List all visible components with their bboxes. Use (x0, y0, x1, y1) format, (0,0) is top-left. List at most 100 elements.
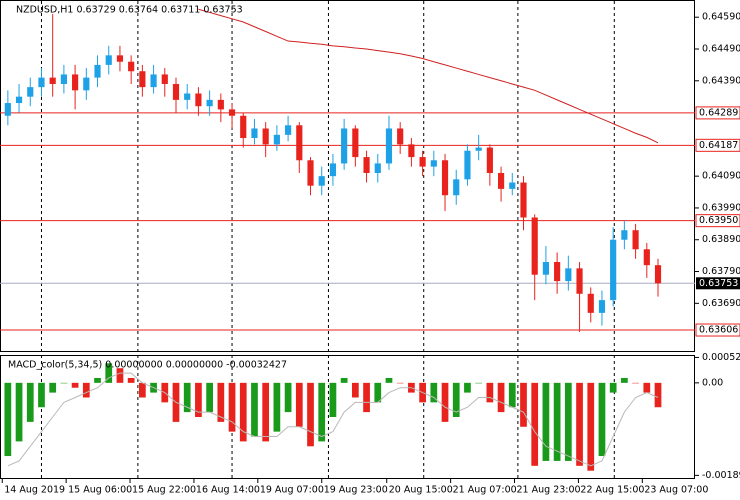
candle-body (116, 55, 124, 62)
macd-bar (49, 382, 57, 393)
macd-bar (82, 382, 90, 398)
candle-body (565, 268, 572, 282)
macd-bar (520, 382, 527, 427)
macd-bar (475, 382, 483, 384)
candle-body (632, 230, 639, 250)
signal-line (7, 372, 659, 467)
macd-bar (396, 382, 404, 384)
candle-body (475, 147, 482, 151)
level-label-box (695, 323, 740, 337)
macd-bar (643, 382, 651, 393)
macd-bar (60, 382, 68, 384)
macd-bar (351, 382, 359, 398)
y-tick-label: 0.00 (702, 377, 723, 388)
macd-bar (116, 368, 124, 383)
x-tick-label: 20 Aug 15:00 (389, 485, 453, 496)
y-tick-label: 0.63690 (702, 298, 740, 309)
macd-bar (486, 382, 494, 403)
candle-body (60, 74, 67, 84)
candle-body (228, 109, 236, 116)
level-label: 0.63950 (699, 215, 738, 226)
candle-body (139, 71, 146, 88)
y-tick-label: -0.001896 (702, 470, 740, 481)
candle-body (531, 217, 538, 275)
candle-body (318, 176, 325, 186)
current-price-box (696, 277, 740, 290)
y-tick-label: 0.64590 (702, 12, 740, 23)
candle-body (486, 147, 493, 173)
candle-body (49, 77, 56, 84)
y-tick-label: 0.64390 (702, 75, 740, 86)
candle-body (296, 125, 303, 161)
candle-body (105, 55, 112, 65)
macd-bar (340, 377, 348, 383)
macd-title: MACD_color(5,34,5) 0.00000000 0.00000000… (8, 360, 287, 371)
level-label: 0.64289 (699, 107, 738, 118)
macd-bar (632, 382, 639, 384)
candle-body (352, 128, 359, 158)
x-tick-label: 22 Aug 15:00 (580, 485, 644, 496)
candle-body (217, 99, 224, 110)
candle-body (285, 125, 292, 135)
candle-body (408, 144, 415, 158)
x-tick-label: 21 Aug 23:00 (517, 485, 581, 496)
candle-body (329, 163, 337, 177)
candle-body (385, 128, 393, 164)
candle-body (419, 157, 426, 167)
candle-body (15, 96, 23, 104)
macd-bar (385, 377, 393, 383)
macd-bar (251, 382, 258, 437)
candle-body (172, 83, 180, 100)
candle-body (4, 103, 11, 116)
macd-bar (94, 377, 101, 383)
candle-body (598, 300, 606, 313)
y-tick-label: 0.63890 (702, 234, 740, 245)
level-label-box (695, 214, 740, 228)
candle-body (307, 160, 314, 186)
candle-body (509, 182, 516, 189)
macd-bar (127, 377, 135, 383)
candle-body (262, 128, 269, 145)
level-label: 0.64187 (699, 140, 738, 151)
candle-body (441, 160, 449, 196)
y-tick-label: 0.64490 (702, 44, 740, 55)
candle-body (195, 93, 202, 107)
macd-bar (239, 382, 247, 442)
candle-body (27, 87, 34, 97)
macd-bar (71, 382, 79, 388)
candle-body (374, 163, 381, 173)
x-tick-label: 15 Aug 06:00 (68, 485, 132, 496)
macd-bar (497, 382, 505, 413)
candle-body (273, 134, 280, 145)
macd-bar (295, 382, 303, 427)
y-tick-label: 0.64090 (702, 171, 740, 182)
x-tick-label: 21 Aug 07:00 (453, 485, 517, 496)
macd-bar (307, 382, 314, 447)
macd-bar (262, 382, 270, 442)
macd-bar (576, 382, 583, 466)
macd-bar (598, 382, 606, 457)
macd-bar (139, 382, 146, 398)
macd-bar (564, 382, 572, 461)
x-tick-label: 14 Aug 2019 (4, 485, 65, 496)
macd-bar (105, 363, 113, 383)
macd-bar (183, 382, 191, 413)
macd-bar (542, 382, 550, 461)
candle-body (520, 182, 527, 218)
macd-bar (228, 382, 236, 432)
candle-body (240, 115, 247, 139)
candle-body (397, 128, 404, 145)
macd-bar (609, 382, 617, 393)
candle-body (251, 128, 258, 139)
candle-body (128, 61, 135, 72)
macd-bar (464, 382, 471, 393)
level-label-box (695, 138, 740, 152)
macd-bar (318, 382, 326, 442)
candle-body (576, 268, 583, 294)
candle-body (83, 77, 90, 91)
macd-bar (38, 382, 45, 408)
macd-bar (217, 382, 225, 422)
candle-body (206, 99, 213, 107)
chart-title: NZDUSD,H1 0.63729 0.63764 0.63711 0.6375… (16, 5, 243, 16)
macd-bar (621, 377, 628, 383)
